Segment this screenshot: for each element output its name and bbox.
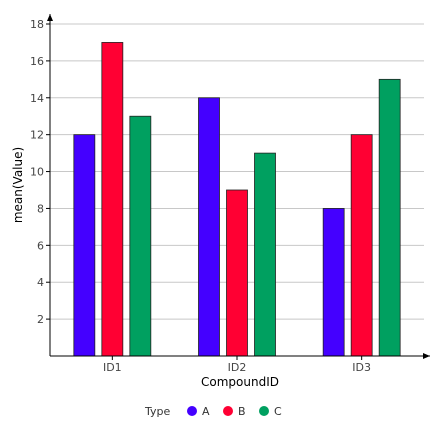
bar-C-ID1 [129, 115, 152, 357]
bar-B-ID2 [226, 189, 248, 357]
bars [73, 42, 401, 357]
y-ticks: 2 4 6 8 10 12 14 16 18 [30, 18, 50, 326]
legend: Type A B C [144, 405, 282, 418]
y-axis-arrow [47, 14, 53, 21]
y-tick-label: 14 [30, 92, 44, 105]
legend-marker-A [187, 406, 197, 416]
y-tick-label: 8 [37, 202, 44, 215]
legend-label-B: B [238, 405, 246, 418]
y-tick-label: 4 [37, 276, 44, 289]
legend-marker-C [259, 406, 269, 416]
y-tick-label: 12 [30, 129, 44, 142]
y-tick-label: 16 [30, 55, 44, 68]
x-tick-label: ID3 [352, 361, 371, 374]
axes [47, 14, 430, 359]
bar-A-ID3 [322, 208, 345, 357]
legend-label-A: A [202, 405, 210, 418]
bar-C-ID3 [378, 78, 401, 357]
bar-A-ID1 [73, 134, 96, 357]
bar-B-ID1 [101, 42, 124, 357]
y-tick-label: 18 [30, 18, 44, 31]
y-tick-label: 2 [37, 313, 44, 326]
y-axis-title: mean(Value) [11, 147, 25, 223]
x-axis-title: CompoundID [201, 375, 279, 389]
bar-B-ID3 [350, 134, 373, 357]
legend-title: Type [144, 405, 170, 418]
x-ticks: ID1 ID2 ID3 [103, 356, 371, 374]
y-tick-label: 6 [37, 239, 44, 252]
x-axis-arrow [423, 353, 430, 359]
x-tick-label: ID2 [228, 361, 247, 374]
bar-C-ID2 [254, 152, 276, 357]
legend-label-C: C [274, 405, 282, 418]
legend-marker-B [223, 406, 233, 416]
x-tick-label: ID1 [103, 361, 122, 374]
y-tick-label: 10 [30, 166, 44, 179]
bar-A-ID2 [198, 97, 220, 357]
